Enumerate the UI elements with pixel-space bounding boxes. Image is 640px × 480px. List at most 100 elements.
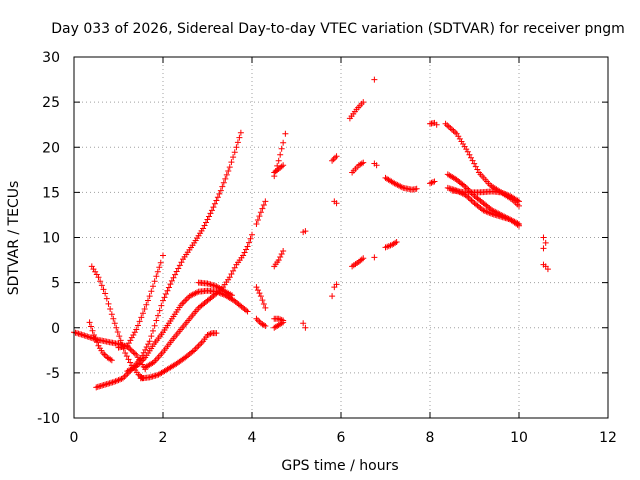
data-point [141,306,148,313]
data-point [116,333,123,340]
series-arc-v [329,281,340,300]
data-point [278,251,285,258]
data-point [257,293,264,300]
data-point [162,291,169,298]
y-tick-label: 10 [42,231,60,247]
data-point [130,349,137,356]
data-point [105,300,112,307]
data-point [114,377,121,384]
data-point [246,239,253,246]
data-point [329,157,336,164]
data-point [122,372,129,379]
series-arc-y [349,255,367,270]
data-point [86,319,93,326]
data-point [151,322,158,329]
y-tick-label: -10 [37,411,60,427]
data-point [243,246,250,253]
data-point [205,331,212,338]
chart-title: Day 033 of 2026, Sidereal Day-to-day VTE… [51,21,625,37]
data-point [260,300,267,307]
data-point [302,228,309,235]
data-point [153,273,160,280]
data-point [280,319,287,326]
data-point [474,166,481,173]
data-point [413,185,420,192]
data-point [241,249,248,256]
data-point [498,189,505,196]
data-point [101,351,108,358]
data-point [189,348,196,355]
data-point [167,281,174,288]
x-tick-label: 12 [599,430,617,446]
data-point [148,333,155,340]
data-point [217,187,224,194]
data-point [103,295,110,302]
series-arc-ae [427,119,440,128]
data-point [125,340,132,347]
data-point [111,320,118,327]
data-point [392,239,399,246]
data-point [161,294,168,301]
data-point [143,301,150,308]
data-point [253,284,260,291]
series-arc-n [271,162,287,176]
data-point [465,194,472,201]
data-point [87,334,94,341]
data-point [228,271,235,278]
series-arc-l [253,198,269,227]
data-point [277,151,284,158]
data-point [207,210,214,217]
data-point [179,300,186,307]
data-point [197,341,204,348]
data-point [472,163,479,170]
data-point [516,198,522,205]
data-point [254,217,261,224]
series-arc-d [93,129,244,391]
data-point [88,334,95,341]
data-point [205,213,212,220]
data-point [194,289,201,296]
data-point [302,324,309,331]
data-point [97,278,104,285]
data-point [282,130,289,137]
data-point [540,234,547,241]
series-arc-z [371,76,378,83]
data-point [180,299,187,306]
data-point [253,220,260,227]
series-arc-ad [382,239,400,251]
data-point [237,129,244,136]
y-tick-label: 0 [51,321,60,337]
series-arc-g [137,330,220,382]
data-point [115,377,122,384]
data-point [168,277,175,284]
series-arc-x [349,159,367,176]
data-point [371,76,378,83]
series-arc-k [253,315,269,329]
x-tick-label: 6 [337,430,346,446]
series-arc-p [271,315,287,324]
data-point [136,318,143,325]
data-point [371,254,378,261]
data-point [149,359,156,366]
data-point [225,168,232,175]
data-point [275,157,282,164]
data-point [501,190,508,197]
series-arc-aa [371,160,380,169]
series-arc-af [427,178,438,187]
data-point [240,252,247,259]
data-point [466,151,473,158]
data-point [280,162,287,169]
y-tick-label: 15 [42,185,60,201]
data-point [277,254,284,261]
y-tick-label: 30 [42,50,60,66]
data-point [333,200,340,207]
data-point [393,239,400,246]
data-point [208,207,215,214]
data-point [172,271,179,278]
data-point [156,264,163,271]
data-point [131,329,138,336]
data-point [192,345,199,352]
data-point [82,332,89,339]
data-point [95,274,102,281]
data-point [160,297,166,304]
